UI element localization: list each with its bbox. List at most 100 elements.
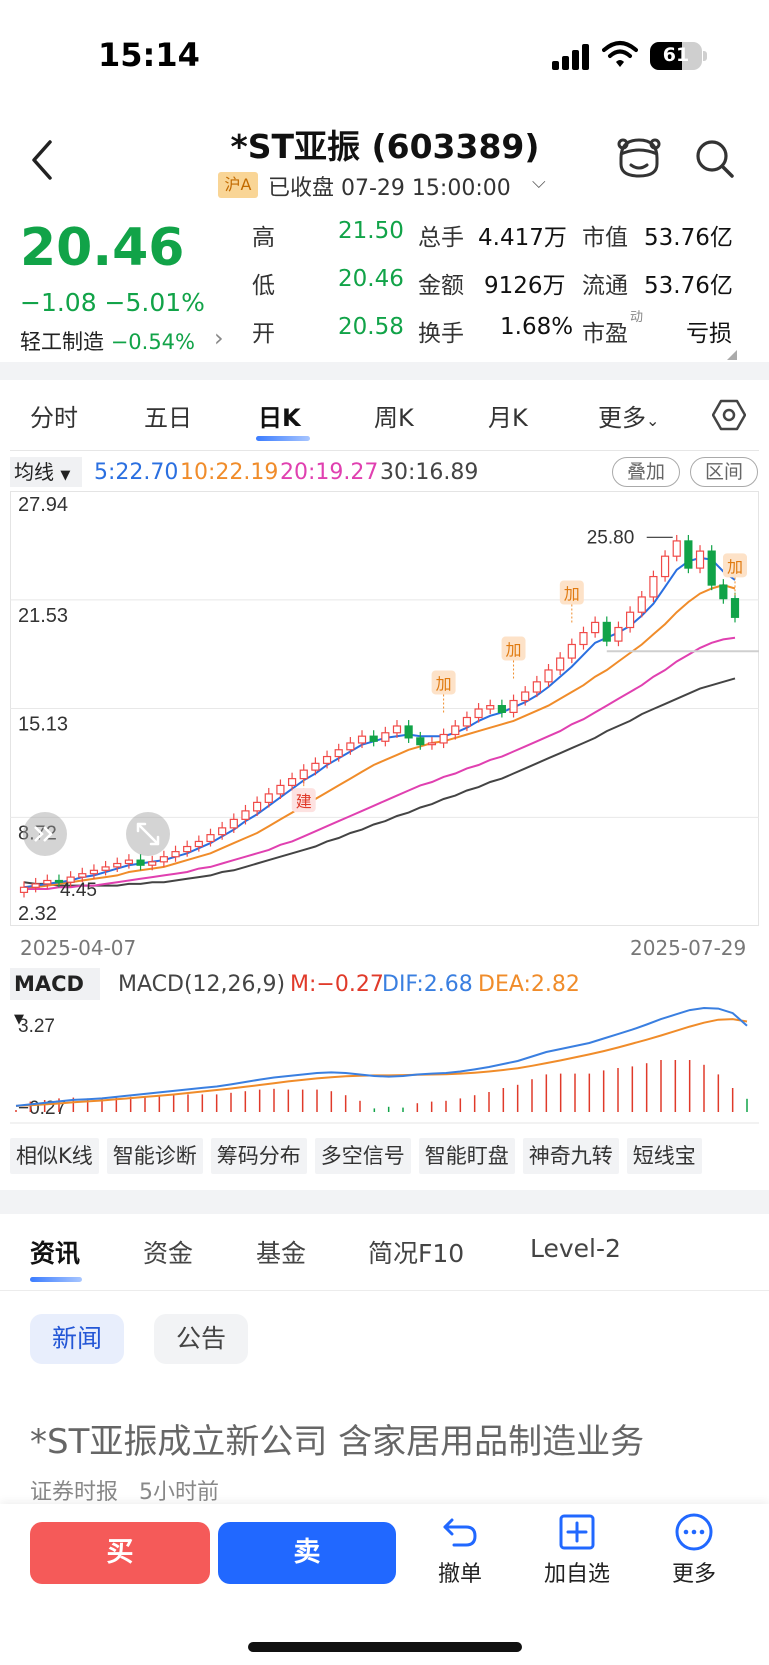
y-tick-label: 21.53: [18, 605, 68, 627]
more-actions-button[interactable]: 更多: [644, 1512, 744, 1588]
tab-monthly-k[interactable]: 月K: [488, 404, 528, 432]
section-divider: [0, 362, 769, 380]
candle-body: [532, 681, 541, 693]
current-price: 20.46: [20, 218, 185, 278]
ma-selector[interactable]: 均线 ▼: [10, 457, 82, 487]
industry-change: −0.54%: [110, 330, 195, 354]
tab-profile-f10[interactable]: 简况F10: [368, 1239, 465, 1268]
candle-body: [287, 778, 297, 787]
cellular-signal-icon: [552, 44, 592, 70]
tool-smart-watch[interactable]: 智能盯盘: [418, 1138, 515, 1174]
candle-body: [148, 861, 157, 866]
sell-button[interactable]: 卖: [218, 1522, 396, 1584]
candle-body: [462, 716, 472, 727]
tools-strip: 相似K线 智能诊断 筹码分布 多空信号 智能盯盘 神奇九转 短线宝: [10, 1138, 769, 1174]
candle-body: [54, 879, 64, 883]
candle-body: [159, 856, 168, 863]
buy-button[interactable]: 买: [30, 1522, 210, 1584]
add-watchlist-button[interactable]: 加自选: [527, 1512, 627, 1588]
industry-name: 轻工制造: [20, 330, 104, 354]
dea-line: [15, 1018, 748, 1107]
tab-funds[interactable]: 基金: [256, 1239, 307, 1268]
subtab-announcements[interactable]: 公告: [154, 1314, 248, 1364]
max-price-label: 25.80: [587, 527, 635, 548]
tool-smart-diagnosis[interactable]: 智能诊断: [106, 1138, 203, 1174]
tab-more[interactable]: 更多⌄: [598, 398, 659, 433]
marker-badge: [431, 670, 456, 695]
candle-body: [101, 866, 110, 871]
tool-chip-distribution[interactable]: 筹码分布: [210, 1138, 307, 1174]
candle-body: [369, 735, 378, 742]
search-icon[interactable]: [694, 138, 736, 180]
candle-body: [474, 708, 483, 719]
candle-body: [334, 749, 343, 758]
high-value: 21.50: [338, 218, 404, 244]
candle-body: [591, 621, 600, 634]
market-cap-label: 市值: [582, 225, 628, 251]
tool-short-term[interactable]: 短线宝: [626, 1138, 702, 1174]
ma5-value: 5:22.70: [94, 460, 179, 485]
candle-body: [637, 596, 646, 613]
wifi-icon: [602, 41, 638, 67]
tab-daily-k[interactable]: 日K: [258, 404, 301, 432]
ma30-value: 30:16.89: [380, 460, 479, 485]
expand-arrows-icon: [136, 822, 160, 846]
marker-label: 加: [506, 641, 522, 660]
low-label: 低: [252, 273, 275, 299]
tab-weekly-k[interactable]: 周K: [374, 404, 414, 432]
tool-similar-k[interactable]: 相似K线: [10, 1138, 99, 1174]
market-cap-value: 53.76亿: [644, 225, 733, 251]
pe-sup: 动: [630, 310, 644, 325]
assistant-robot-icon[interactable]: [616, 134, 662, 180]
chevron-down-icon[interactable]: ⌵: [532, 172, 546, 193]
ma10-line: [24, 584, 736, 889]
news-source: 证券时报: [30, 1480, 119, 1505]
marker-label: 加: [564, 584, 580, 603]
tab-capital[interactable]: 资金: [143, 1239, 194, 1268]
tab-news-info[interactable]: 资讯: [30, 1239, 81, 1268]
back-icon[interactable]: [28, 138, 58, 182]
candle-body: [730, 598, 740, 618]
news-meta: 证券时报 5小时前: [30, 1474, 219, 1506]
tab-five-day[interactable]: 五日: [144, 404, 192, 432]
range-button[interactable]: 区间: [690, 457, 758, 487]
marker-label: 加: [436, 674, 452, 693]
candle-body: [614, 626, 623, 642]
tool-magic-nine[interactable]: 神奇九转: [522, 1138, 619, 1174]
candle-body: [66, 876, 75, 883]
add-watchlist-label: 加自选: [543, 1562, 610, 1587]
quote-row-low: 低 20.46 金额 9126万 流通 53.76亿: [252, 266, 752, 302]
expand-corner-icon[interactable]: [727, 350, 737, 360]
tab-timeshare[interactable]: 分时: [30, 404, 78, 432]
cancel-order-button[interactable]: 撤单: [410, 1512, 510, 1588]
marker-label: 建: [296, 792, 312, 811]
candle-body: [497, 705, 506, 714]
candle-body: [439, 733, 448, 744]
industry-link[interactable]: 轻工制造 −0.54%: [20, 326, 195, 356]
candle-body: [299, 769, 308, 780]
volume-value: 4.417万: [478, 225, 567, 251]
caret-down-icon: ▼: [60, 468, 71, 483]
news-headline[interactable]: *ST亚振成立新公司 含家居用品制造业务: [30, 1422, 645, 1462]
candle-body: [241, 810, 250, 820]
candle-body: [626, 611, 635, 629]
macd-m: M:−0.27: [290, 972, 384, 997]
subtab-news[interactable]: 新闻: [30, 1314, 124, 1364]
candle-body: [486, 705, 495, 710]
candle-body: [183, 845, 192, 853]
market-badge: 沪A: [218, 172, 258, 198]
candle-body: [509, 699, 518, 714]
settings-hexagon-icon[interactable]: [712, 398, 746, 432]
chevron-right-icon[interactable]: ›: [214, 324, 224, 352]
battery-tip: [703, 51, 707, 61]
candle-body: [89, 869, 99, 875]
indicator-selector[interactable]: MACD ▼: [10, 968, 100, 1027]
overlay-button[interactable]: 叠加: [612, 457, 680, 487]
tool-long-short-signal[interactable]: 多空信号: [314, 1138, 411, 1174]
tab-level2[interactable]: Level-2: [530, 1234, 621, 1263]
macd-chart[interactable]: 3.27−0.27: [10, 1002, 759, 1124]
candle-body: [124, 859, 133, 865]
float-cap-label: 流通: [582, 273, 628, 299]
